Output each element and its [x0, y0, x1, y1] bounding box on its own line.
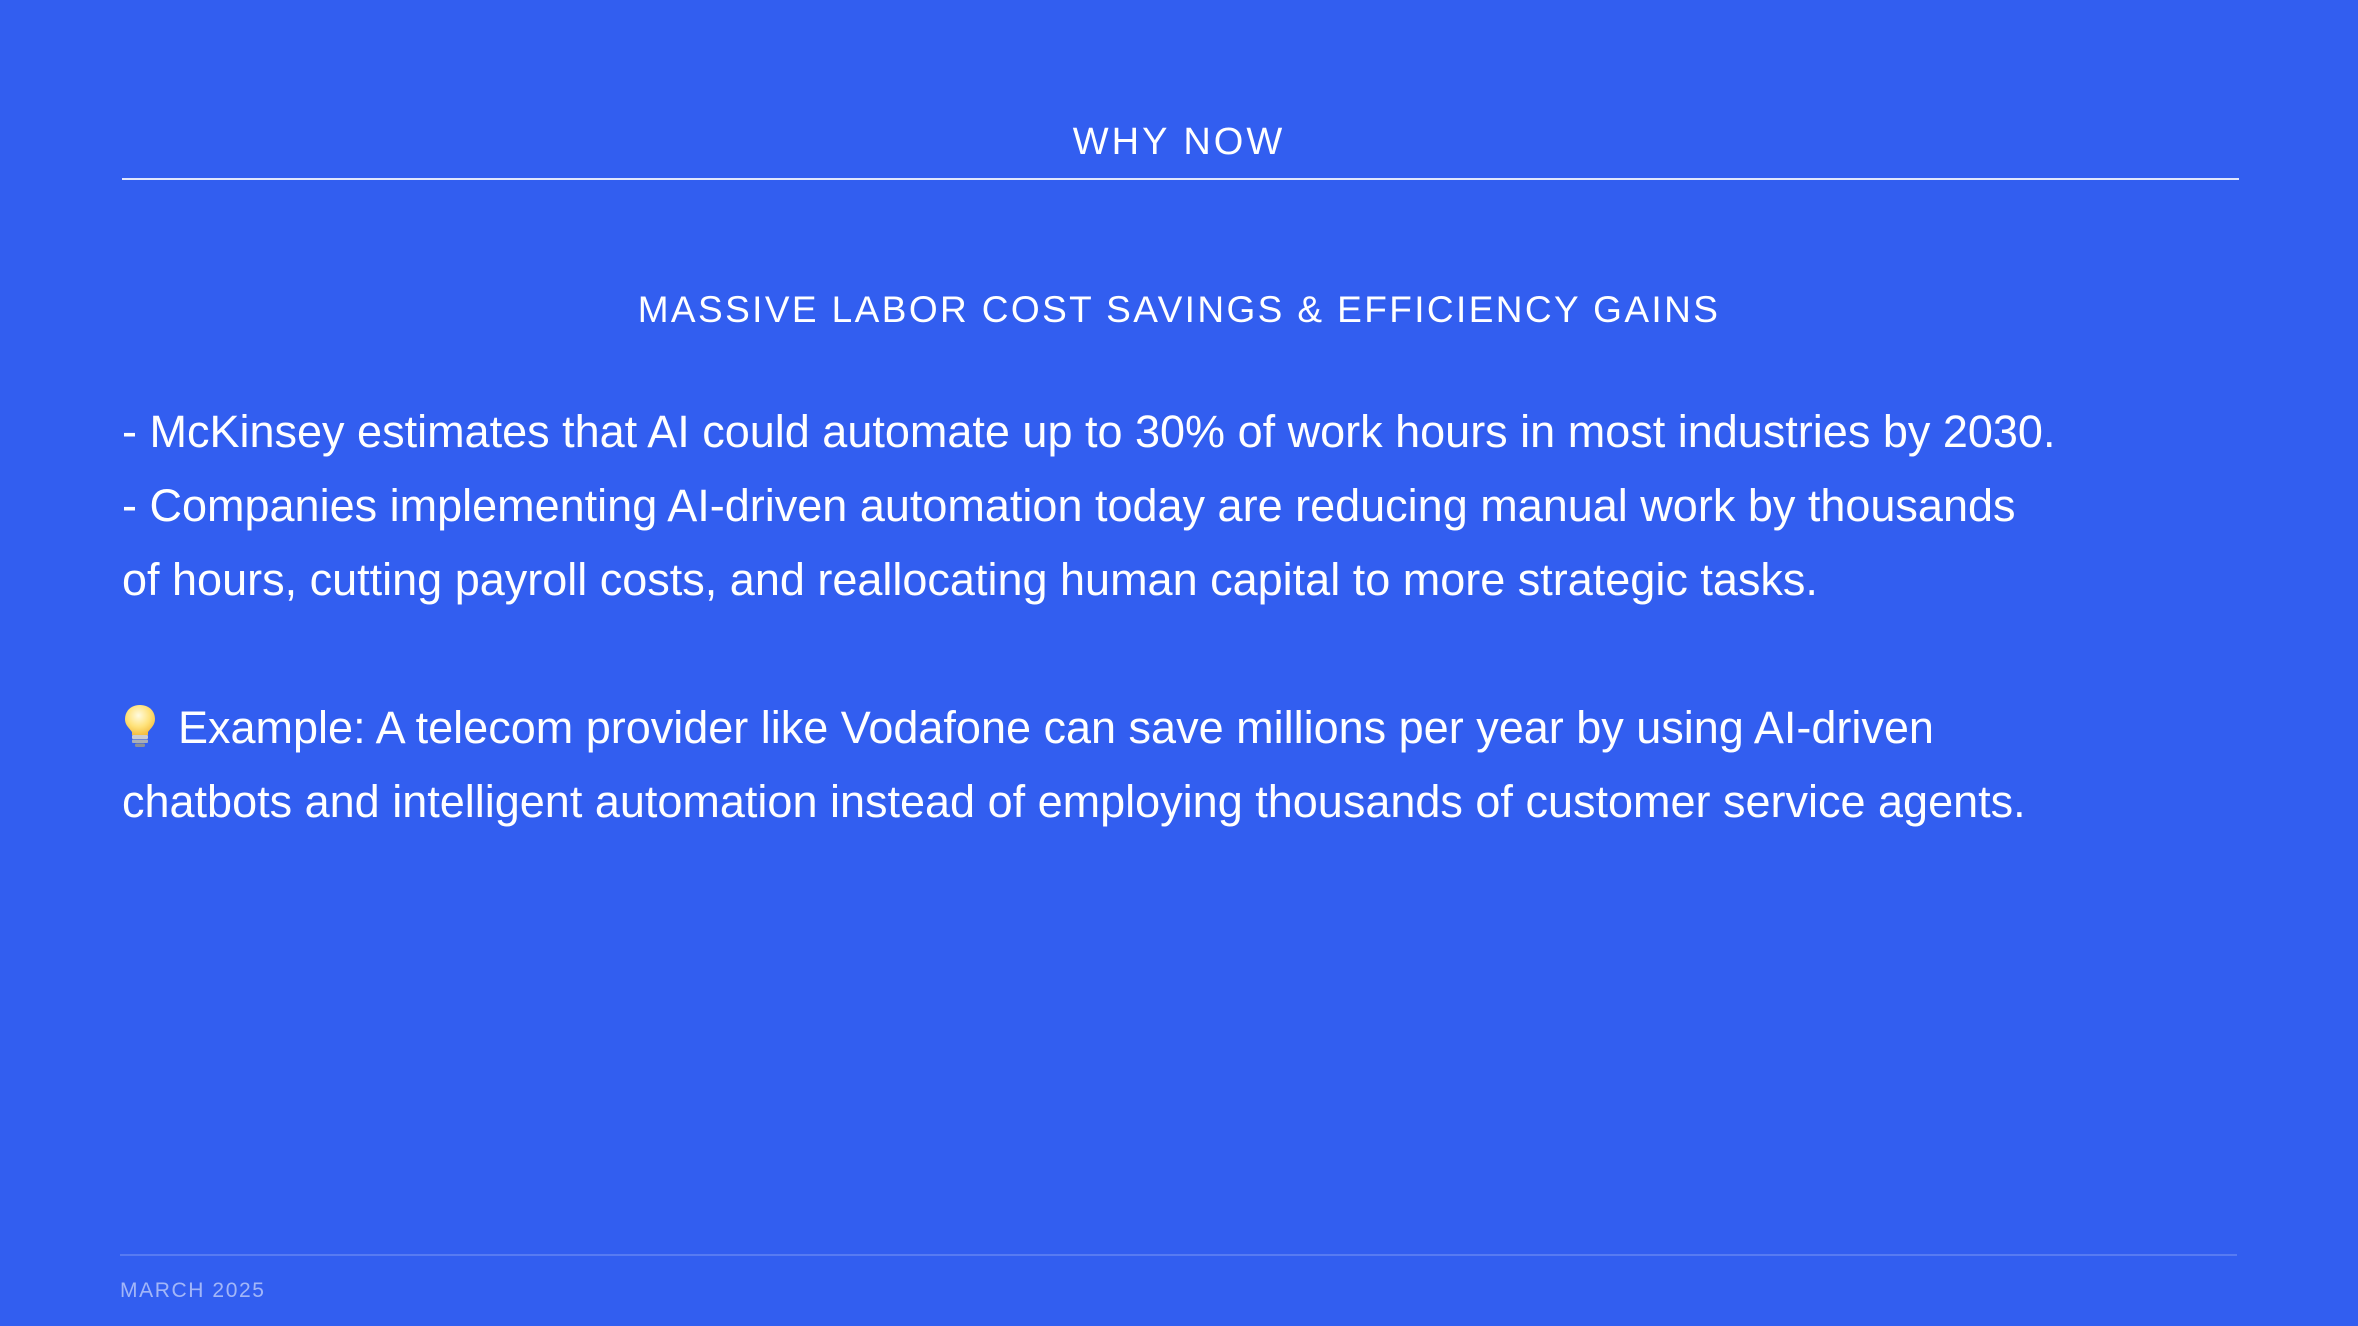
bullet-line-3: of hours, cutting payroll costs, and rea…	[122, 543, 2262, 617]
section-title: MASSIVE LABOR COST SAVINGS & EFFICIENCY …	[0, 286, 2358, 334]
title-divider	[122, 178, 2239, 180]
lightbulb-icon	[122, 703, 158, 749]
bullet-line-1: - McKinsey estimates that AI could autom…	[122, 395, 2262, 469]
footer-divider	[120, 1254, 2237, 1256]
example-line-2: chatbots and intelligent automation inst…	[122, 765, 2262, 839]
example-text-1: Example: A telecom provider like Vodafon…	[178, 702, 1934, 753]
bullet-line-2: - Companies implementing AI-driven autom…	[122, 469, 2262, 543]
slide-title: WHY NOW	[0, 118, 2358, 166]
slide-body: - McKinsey estimates that AI could autom…	[122, 395, 2262, 839]
paragraph-gap	[122, 617, 2262, 691]
example-line-1: Example: A telecom provider like Vodafon…	[122, 691, 2262, 765]
footer-date: MARCH 2025	[120, 1278, 266, 1304]
